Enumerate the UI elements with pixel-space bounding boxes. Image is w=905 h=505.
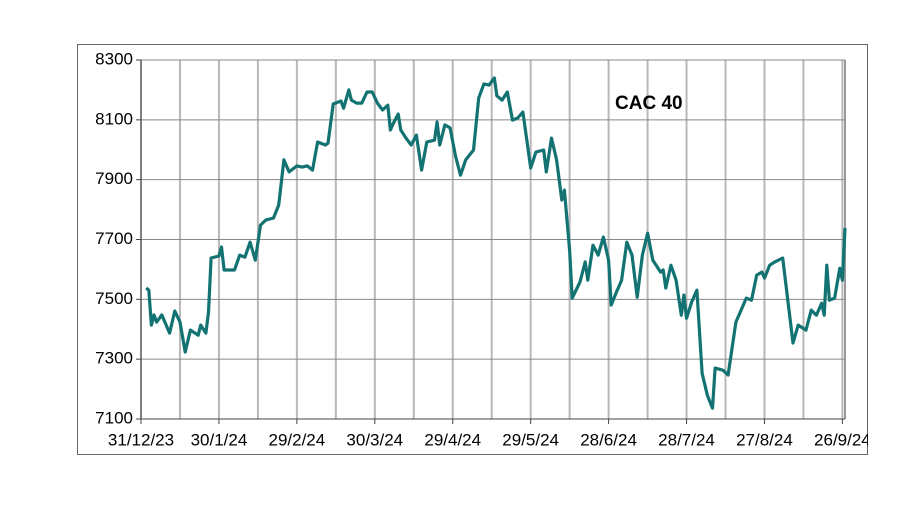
chart-frame (77, 44, 868, 455)
x-tick-label: 26/9/24 (814, 430, 871, 449)
x-tick-label: 31/12/23 (108, 430, 174, 449)
x-tick-label: 29/4/24 (424, 430, 481, 449)
annotation: CAC 40 (615, 93, 683, 114)
x-tick-label: 30/1/24 (191, 430, 248, 449)
y-tick-label: 7300 (95, 349, 133, 368)
y-tick-label: 7500 (95, 289, 133, 308)
plot-area: 7100 7300 7500 7700 7900 8100 8300 31/12/23 30/1… (95, 49, 871, 449)
y-tick-label: 8100 (95, 109, 133, 128)
y-tick-label: 7100 (95, 408, 133, 427)
x-tick-label: 29/5/24 (502, 430, 559, 449)
x-tick-label: 30/3/24 (346, 430, 403, 449)
y-tick-label: 8300 (95, 49, 133, 68)
line-series (145, 76, 847, 410)
x-tick-label: 28/7/24 (658, 430, 715, 449)
x-tick-label: 28/6/24 (580, 430, 637, 449)
x-tick-label: 27/8/24 (736, 430, 793, 449)
y-tick-label: 7700 (95, 229, 133, 248)
y-tick-label: 7900 (95, 169, 133, 188)
x-tick-label: 29/2/24 (268, 430, 325, 449)
